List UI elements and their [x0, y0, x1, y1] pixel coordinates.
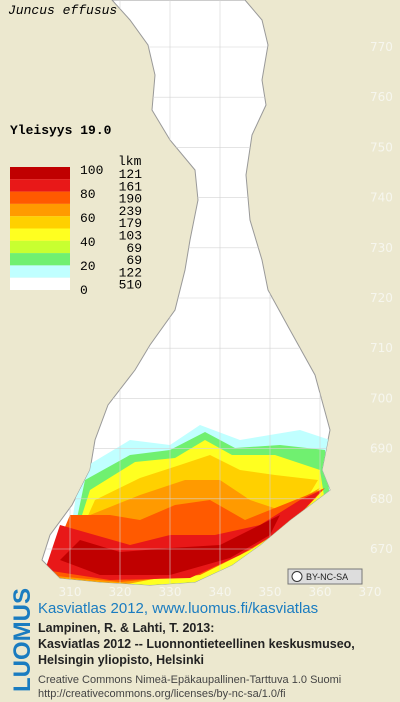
y-coordinate: 700: [370, 391, 393, 405]
count: 121: [119, 167, 143, 182]
y-coordinate: 710: [370, 341, 393, 355]
cc-icon: [291, 571, 303, 582]
footer-text: Lampinen, R. & Lahti, T. 2013: Kasviatlas…: [38, 621, 355, 700]
x-coordinate: 320: [109, 585, 132, 599]
y-coordinate: 730: [370, 241, 393, 255]
y-coordinate: 770: [370, 40, 393, 54]
footer-heading: Kasviatlas 2012, www.luomus.fi/kasviatla…: [38, 600, 318, 617]
x-coordinate: 340: [209, 585, 232, 599]
count: 161: [119, 179, 143, 194]
license-line: Creative Commons Nimeä-Epäkaupallinen-Ta…: [38, 674, 341, 686]
legend-swatch: [10, 191, 70, 204]
x-coordinate: 330: [159, 585, 182, 599]
license-line: http://creativecommons.org/licenses/by-n…: [38, 688, 286, 700]
scale-label: 100: [80, 163, 103, 178]
scale-label: 60: [80, 211, 96, 226]
count: 190: [119, 192, 142, 207]
legend-swatch: [10, 265, 70, 278]
legend-swatch: [10, 216, 70, 229]
legend-swatch: [10, 203, 70, 217]
legend-swatch: [10, 277, 70, 290]
count: 179: [119, 216, 142, 231]
legend-swatch: [10, 167, 70, 180]
scale-label: 80: [80, 187, 96, 202]
y-coordinate: 760: [370, 90, 393, 104]
count: 103: [119, 229, 142, 244]
count: 69: [126, 241, 142, 256]
count: 239: [119, 204, 142, 219]
y-coordinate: 670: [370, 542, 393, 556]
scale-label: 20: [80, 259, 96, 274]
legend-swatch: [10, 179, 70, 192]
y-coordinate: 720: [370, 291, 393, 305]
citation-line: Lampinen, R. & Lahti, T. 2013:: [38, 621, 214, 635]
badge-text: BY-NC-SA: [306, 572, 348, 582]
count: 510: [119, 278, 142, 293]
count-header: lkm: [118, 154, 142, 169]
frequency-label: Yleisyys 19.0: [10, 123, 112, 138]
y-coordinate: 690: [370, 442, 393, 456]
legend-swatch: [10, 253, 70, 266]
citation-line: Kasviatlas 2012 -- Luonnontieteellinen k…: [38, 637, 355, 651]
count: 122: [119, 265, 142, 280]
x-coordinate: 370: [359, 585, 382, 599]
y-coordinate: 740: [370, 191, 393, 205]
legend-swatch: [10, 228, 70, 241]
x-coordinate: 350: [259, 585, 282, 599]
x-coordinate: 360: [309, 585, 332, 599]
species-title: Juncus effusus: [8, 3, 117, 18]
citation-line: Helsingin yliopisto, Helsinki: [38, 653, 204, 667]
x-coordinate: 310: [59, 585, 82, 599]
legend-swatch: [10, 240, 70, 254]
scale-label: 0: [80, 283, 88, 298]
count: 69: [126, 253, 142, 268]
logo: LUOMUS: [9, 588, 36, 692]
y-coordinate: 750: [370, 140, 393, 154]
scale-label: 40: [80, 235, 96, 250]
cc-badge: [287, 568, 363, 585]
y-coordinate: 680: [370, 492, 393, 506]
